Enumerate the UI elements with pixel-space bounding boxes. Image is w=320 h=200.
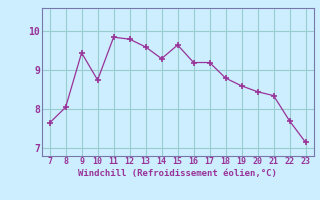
X-axis label: Windchill (Refroidissement éolien,°C): Windchill (Refroidissement éolien,°C) bbox=[78, 169, 277, 178]
